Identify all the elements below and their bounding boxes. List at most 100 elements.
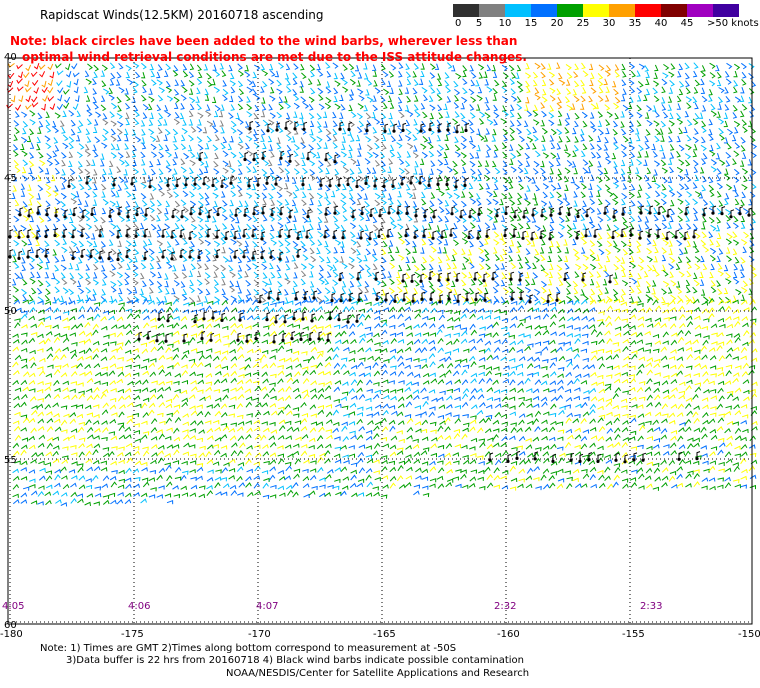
- wind-barb: [110, 341, 117, 346]
- wind-barb: [285, 410, 293, 416]
- wind-barb: [653, 95, 660, 103]
- wind-barb: [20, 231, 26, 239]
- wind-barb: [566, 476, 573, 481]
- wind-barb: [124, 394, 132, 400]
- wind-barb: [190, 151, 196, 159]
- wind-barb: [517, 271, 524, 278]
- wind-barb: [510, 262, 517, 270]
- wind-barb: [694, 102, 699, 110]
- wind-barb: [308, 160, 316, 167]
- wind-barb: [132, 86, 138, 94]
- wind-barb: [108, 230, 115, 237]
- wind-barb: [677, 363, 685, 370]
- wind-barb: [182, 238, 188, 245]
- wind-barb: [206, 485, 213, 490]
- wind-barb: [598, 298, 606, 304]
- wind-barb: [573, 299, 580, 306]
- wind-barb: [53, 413, 60, 418]
- wind-barb: [460, 184, 467, 191]
- wind-barb: [164, 386, 172, 392]
- wind-barb: [531, 177, 536, 184]
- wind-barb: [93, 102, 99, 110]
- wind-barb: [589, 403, 597, 410]
- wind-barb: [71, 461, 78, 466]
- wind-barb: [467, 249, 472, 256]
- wind-barb: [349, 206, 356, 214]
- wind-barb: [117, 105, 122, 112]
- wind-barb: [54, 278, 61, 285]
- wind-barb: [502, 450, 509, 457]
- wind-barb: [190, 348, 198, 353]
- wind-barb: [214, 482, 221, 489]
- wind-barb: [316, 223, 322, 230]
- wind-barb: [45, 475, 53, 482]
- wind-barb: [382, 206, 387, 214]
- wind-barb: [684, 153, 692, 160]
- wind-barb: [27, 238, 33, 246]
- wind-barb: [565, 215, 570, 222]
- wind-barb: [340, 104, 346, 111]
- wind-barb: [61, 159, 66, 167]
- wind-barb: [557, 182, 562, 190]
- wind-barb: [637, 95, 642, 102]
- wind-barb: [310, 380, 317, 386]
- wind-barb: [54, 297, 61, 304]
- wind-barb: [645, 317, 652, 323]
- wind-barb: [676, 466, 683, 472]
- wind-barb: [125, 224, 132, 231]
- wind-barb: [564, 184, 569, 191]
- wind-barb: [359, 264, 365, 272]
- wind-barb: [470, 361, 477, 368]
- wind-barb: [31, 405, 38, 410]
- wind-barb: [156, 281, 163, 288]
- wind-barb: [723, 287, 729, 295]
- wind-barb: [549, 232, 555, 240]
- wind-barb: [37, 174, 42, 182]
- wind-barb: [740, 457, 747, 465]
- wind-barb: [46, 426, 54, 432]
- wind-barb: [547, 63, 552, 70]
- wind-barb: [477, 476, 484, 481]
- wind-barb: [645, 192, 651, 200]
- wind-barb: [230, 104, 235, 111]
- wind-barb: [451, 280, 456, 287]
- wind-barb: [196, 136, 203, 143]
- wind-barb: [733, 86, 738, 94]
- wind-barb: [708, 95, 713, 102]
- wind-barb: [238, 373, 245, 379]
- wind-barb: [518, 396, 525, 402]
- wind-barb: [613, 474, 620, 481]
- wind-barb: [110, 280, 117, 288]
- wind-barb: [421, 198, 427, 206]
- wind-barb: [126, 78, 134, 85]
- wind-barb: [740, 355, 747, 360]
- wind-barb: [45, 190, 52, 198]
- wind-barb: [749, 474, 757, 480]
- wind-barb: [365, 112, 372, 120]
- wind-barb: [734, 435, 742, 441]
- wind-barb: [302, 326, 309, 331]
- wind-barb: [93, 272, 98, 279]
- wind-barb: [613, 224, 620, 232]
- wind-barb: [182, 190, 189, 198]
- wind-barb: [559, 452, 566, 457]
- wind-barb: [494, 308, 501, 314]
- wind-barb: [406, 394, 413, 400]
- wind-barb: [647, 427, 654, 433]
- wind-barb: [300, 63, 305, 71]
- wind-barb: [733, 176, 740, 183]
- wind-barb: [173, 361, 180, 368]
- wind-barb: [21, 166, 27, 174]
- wind-barb: [614, 332, 622, 337]
- wind-barb: [148, 287, 154, 294]
- wind-barb: [268, 435, 276, 441]
- wind-barb: [12, 483, 20, 490]
- wind-barb: [340, 466, 348, 472]
- wind-barb: [93, 306, 100, 313]
- wind-barb: [63, 89, 70, 95]
- wind-barb: [437, 337, 444, 344]
- wind-barb: [708, 128, 713, 136]
- wind-barb: [732, 377, 739, 384]
- wind-barb: [294, 371, 301, 377]
- wind-barb: [660, 135, 665, 142]
